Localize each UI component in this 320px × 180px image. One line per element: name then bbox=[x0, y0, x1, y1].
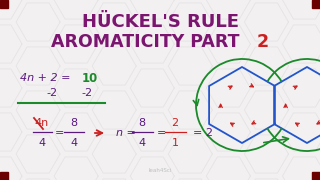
Text: =: = bbox=[55, 128, 65, 138]
Text: AROMATICITY PART: AROMATICITY PART bbox=[51, 33, 245, 51]
Text: 10: 10 bbox=[82, 71, 98, 84]
Text: 4n: 4n bbox=[35, 118, 49, 128]
Text: n =: n = bbox=[116, 128, 136, 138]
Text: 2: 2 bbox=[257, 33, 269, 51]
Text: 8: 8 bbox=[70, 118, 77, 128]
Text: 4: 4 bbox=[139, 138, 146, 148]
Text: -2: -2 bbox=[46, 88, 58, 98]
Text: 4: 4 bbox=[70, 138, 77, 148]
Bar bbox=[312, 0, 320, 8]
Text: -2: -2 bbox=[81, 88, 92, 98]
Text: 2: 2 bbox=[172, 118, 179, 128]
Bar bbox=[312, 172, 320, 180]
Text: = 2: = 2 bbox=[193, 128, 213, 138]
Text: 4n + 2 =: 4n + 2 = bbox=[20, 73, 74, 83]
Text: 8: 8 bbox=[139, 118, 146, 128]
Bar bbox=[0, 0, 8, 8]
Text: 4: 4 bbox=[38, 138, 45, 148]
Text: 1: 1 bbox=[172, 138, 179, 148]
Text: =: = bbox=[156, 128, 166, 138]
Bar bbox=[0, 172, 8, 180]
Text: HÜCKEL'S RULE: HÜCKEL'S RULE bbox=[82, 13, 238, 31]
Text: leah4Sci: leah4Sci bbox=[148, 168, 172, 172]
